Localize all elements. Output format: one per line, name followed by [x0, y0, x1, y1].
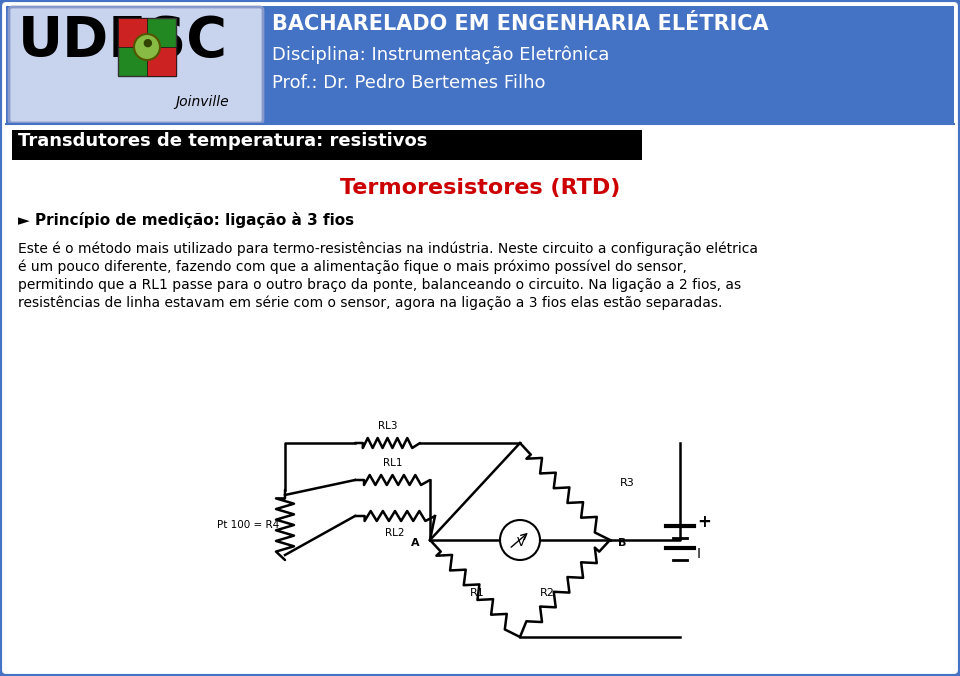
- Text: A: A: [412, 538, 420, 548]
- Bar: [118, 18, 147, 47]
- Text: Pt 100 = R4: Pt 100 = R4: [217, 520, 279, 530]
- Bar: [6, 6, 954, 124]
- Text: Prof.: Dr. Pedro Bertemes Filho: Prof.: Dr. Pedro Bertemes Filho: [272, 74, 545, 92]
- Circle shape: [134, 34, 160, 60]
- Bar: [12, 130, 642, 160]
- Bar: [118, 18, 176, 76]
- Text: RL1: RL1: [383, 458, 402, 468]
- Text: UDESC: UDESC: [18, 14, 228, 68]
- Text: V: V: [516, 537, 525, 550]
- Text: BACHARELADO EM ENGENHARIA ELÉTRICA: BACHARELADO EM ENGENHARIA ELÉTRICA: [272, 14, 769, 34]
- Text: R2: R2: [540, 588, 555, 598]
- Text: Disciplina: Instrumentação Eletrônica: Disciplina: Instrumentação Eletrônica: [272, 46, 610, 64]
- Text: B: B: [618, 538, 626, 548]
- Text: RL2: RL2: [385, 528, 405, 538]
- Text: ► Princípio de medição: ligação à 3 fios: ► Princípio de medição: ligação à 3 fios: [18, 212, 354, 228]
- Text: resistências de linha estavam em série com o sensor, agora na ligação a 3 fios e: resistências de linha estavam em série c…: [18, 296, 722, 310]
- Text: permitindo que a RL1 passe para o outro braço da ponte, balanceando o circuito. : permitindo que a RL1 passe para o outro …: [18, 278, 741, 292]
- Text: é um pouco diferente, fazendo com que a alimentação fique o mais próximo possíve: é um pouco diferente, fazendo com que a …: [18, 260, 686, 274]
- Text: I: I: [697, 547, 701, 561]
- FancyBboxPatch shape: [9, 7, 263, 123]
- Text: RL3: RL3: [377, 421, 397, 431]
- Text: +: +: [697, 513, 710, 531]
- Text: R3: R3: [620, 478, 635, 488]
- Text: Joinville: Joinville: [175, 95, 228, 109]
- Text: ●: ●: [142, 38, 152, 48]
- Text: Termoresistores (RTD): Termoresistores (RTD): [340, 178, 620, 198]
- Bar: [147, 47, 176, 76]
- Text: Este é o método mais utilizado para termo-resistências na indústria. Neste circu: Este é o método mais utilizado para term…: [18, 242, 758, 256]
- Text: Transdutores de temperatura: resistivos: Transdutores de temperatura: resistivos: [18, 132, 427, 150]
- Text: R1: R1: [470, 588, 485, 598]
- Circle shape: [500, 520, 540, 560]
